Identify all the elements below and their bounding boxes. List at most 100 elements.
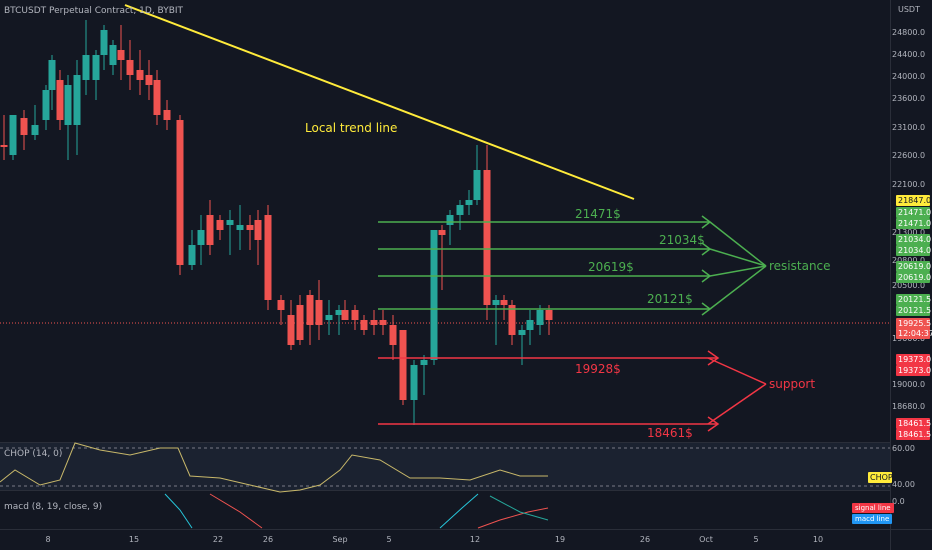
candle-body — [197, 230, 205, 245]
price-tag-countdown: 12:04:37 — [896, 328, 932, 339]
date-tick: Sep — [332, 535, 348, 544]
price-tick: 24000.0 — [892, 72, 926, 81]
candle-body — [508, 305, 516, 335]
price-tag-support: 18461.5 — [896, 429, 932, 440]
price-tag-resistance: 21471.0 — [896, 218, 932, 229]
candle-body — [73, 75, 81, 125]
date-tick: 5 — [386, 535, 392, 544]
date-tick: 19 — [554, 535, 566, 544]
candle-body — [500, 300, 508, 305]
price-tick: 24800.0 — [892, 28, 926, 37]
support-label: support — [769, 377, 816, 391]
candle-body — [410, 365, 418, 400]
candle-body — [399, 330, 407, 400]
candle-body — [315, 300, 323, 325]
signal-line — [477, 507, 549, 529]
candle-body — [351, 310, 359, 320]
date-tick: 15 — [128, 535, 140, 544]
chop-axis-top: 60.00 — [892, 444, 915, 453]
price-tag-resistance: 20619.0 — [896, 272, 932, 283]
price-tag-current: 19925.5 — [896, 318, 932, 329]
candle-body — [254, 220, 262, 240]
chop-indicator-label[interactable]: CHOP (14, 0) — [4, 449, 63, 459]
candle-body — [0, 145, 8, 147]
date-tick: 26 — [262, 535, 274, 544]
price-tick: 19000.0 — [892, 380, 926, 389]
price-tag-support: 19373.0 — [896, 354, 932, 365]
macd-pane — [0, 491, 890, 529]
candle-body — [136, 70, 144, 80]
candle-body — [465, 200, 473, 205]
resistance-level-label: 21471$ — [575, 207, 621, 221]
candle-body — [226, 220, 234, 225]
chop-axis-bottom: 40.00 — [892, 480, 915, 489]
candle-body — [438, 230, 446, 235]
price-pane — [0, 0, 890, 442]
chop-line — [0, 442, 548, 493]
symbol-title: BTCUSDT Perpetual Contract, 1D, BYBIT — [4, 6, 184, 16]
date-tick: Oct — [699, 535, 713, 544]
candle-body — [446, 215, 454, 225]
signal-line-tag: signal line — [852, 503, 894, 513]
price-tag-resistance: 21471.0 — [896, 207, 932, 218]
candle-body — [9, 115, 17, 155]
price-tick: 20500.0 — [892, 281, 926, 290]
candle-body — [163, 110, 171, 120]
candle-body — [126, 60, 134, 75]
date-tick: 8 — [45, 535, 51, 544]
macd-indicator-label[interactable]: macd (8, 19, close, 9) — [4, 502, 103, 512]
support-pointer — [707, 383, 767, 425]
candle-body — [430, 230, 438, 360]
price-tag-resistance: 20121.5 — [896, 305, 932, 316]
resistance-label: resistance — [769, 259, 831, 273]
date-tick: 26 — [639, 535, 651, 544]
price-tick: 18680.0 — [892, 402, 926, 411]
candle-body — [188, 245, 196, 265]
price-tick: 23600.0 — [892, 94, 926, 103]
price-tick: 22100.0 — [892, 180, 926, 189]
candle-body — [82, 55, 90, 80]
candle-body — [176, 120, 184, 265]
date-tick: 12 — [469, 535, 481, 544]
candle-body — [335, 310, 343, 315]
date-tick: 10 — [812, 535, 824, 544]
macd-line-tag: macd line — [852, 514, 893, 524]
resistance-pointer — [709, 221, 767, 267]
candle-body — [389, 325, 397, 345]
price-tag-support: 19373.0 — [896, 365, 932, 376]
resistance-pointer — [709, 265, 767, 277]
price-tick: 23100.0 — [892, 123, 926, 132]
candle-body — [536, 310, 544, 325]
trend-line-label: Local trend line — [305, 121, 398, 135]
resistance-level-label: 21034$ — [659, 233, 705, 247]
candle-body — [42, 90, 50, 120]
candle-body — [473, 170, 481, 200]
candle-body — [145, 75, 153, 85]
candle-body — [296, 305, 304, 340]
chop-pane — [0, 443, 890, 490]
price-tick: 21300.0 — [892, 228, 926, 237]
price-tag-resistance: 21034.0 — [896, 245, 932, 256]
candle-body — [277, 300, 285, 310]
candle-body — [420, 360, 428, 365]
candle-body — [287, 315, 295, 345]
candle-body — [492, 300, 500, 305]
macd-axis-value: 0.0 — [892, 497, 905, 506]
trend-line — [124, 4, 635, 200]
price-tag-resistance: 20619.0 — [896, 261, 932, 272]
candle-body — [100, 30, 108, 55]
candle-body — [56, 80, 64, 120]
candle-body — [109, 45, 117, 65]
candle-body — [20, 118, 28, 135]
date-tick: 22 — [212, 535, 224, 544]
resistance-pointer — [709, 248, 767, 267]
price-tick: 22600.0 — [892, 151, 926, 160]
price-tag-resistance: 20121.5 — [896, 294, 932, 305]
support-pointer — [707, 357, 767, 385]
candle-body — [117, 50, 125, 60]
candle-body — [246, 225, 254, 230]
candle-body — [526, 320, 534, 330]
support-level-label: 18461$ — [647, 426, 693, 440]
